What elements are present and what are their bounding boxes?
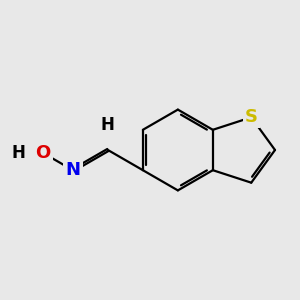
Text: O: O [35,144,51,162]
Text: N: N [65,161,80,179]
Text: H: H [11,144,25,162]
Text: H: H [101,116,115,134]
Text: S: S [245,108,258,126]
